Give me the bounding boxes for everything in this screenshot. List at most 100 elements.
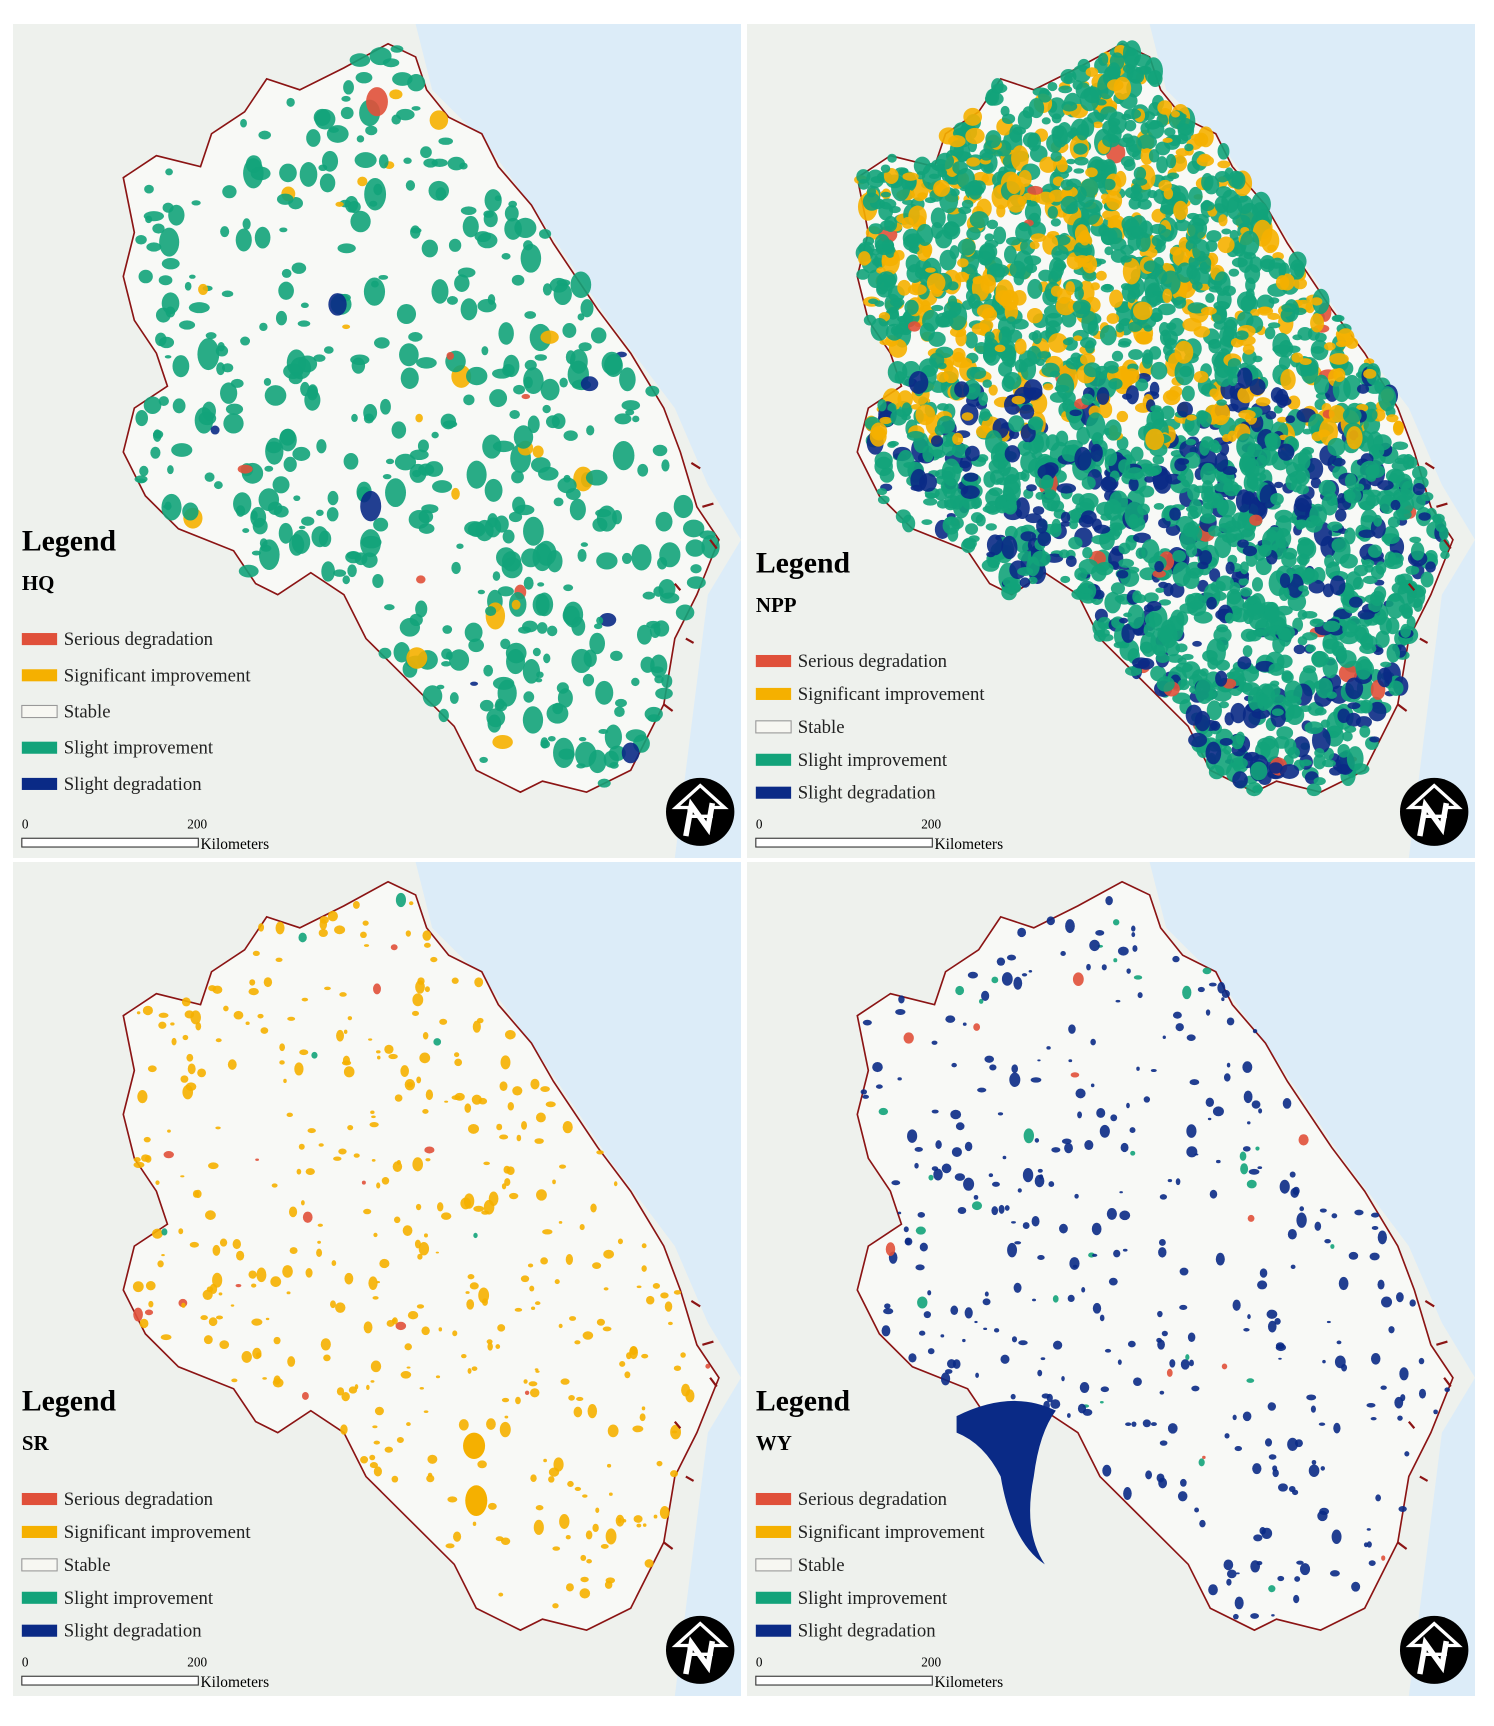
change-patch xyxy=(1328,405,1346,423)
scale-start: 0 xyxy=(756,816,763,831)
change-patch xyxy=(1289,259,1306,280)
change-patch xyxy=(223,1005,229,1012)
change-patch xyxy=(1143,260,1159,273)
change-patch xyxy=(1237,386,1255,404)
change-patch xyxy=(257,1013,264,1019)
change-patch xyxy=(507,1101,514,1111)
change-patch xyxy=(326,507,339,522)
change-patch xyxy=(659,1506,670,1519)
change-patch xyxy=(360,931,367,939)
change-patch xyxy=(1092,1253,1098,1257)
change-patch xyxy=(377,1055,381,1060)
change-patch xyxy=(1056,483,1077,494)
change-patch xyxy=(964,1141,973,1152)
change-patch xyxy=(608,745,626,761)
change-patch xyxy=(1002,371,1022,390)
change-patch xyxy=(504,217,522,240)
change-patch xyxy=(1425,561,1436,573)
change-patch xyxy=(222,363,234,373)
change-patch xyxy=(373,517,389,532)
change-patch xyxy=(372,1296,379,1300)
change-patch xyxy=(423,1233,428,1238)
change-patch xyxy=(1015,222,1032,243)
change-patch xyxy=(1206,596,1217,610)
change-patch xyxy=(1062,398,1075,413)
change-patch xyxy=(1217,414,1228,421)
change-patch xyxy=(928,173,940,179)
change-patch xyxy=(661,674,673,689)
change-patch xyxy=(1154,561,1164,573)
change-patch xyxy=(1310,477,1322,489)
change-patch xyxy=(1311,618,1322,624)
change-patch xyxy=(369,1121,379,1128)
change-patch xyxy=(263,977,273,988)
change-patch xyxy=(1294,494,1312,512)
change-patch xyxy=(947,527,959,542)
change-patch xyxy=(191,200,201,206)
change-patch xyxy=(460,206,477,215)
legend-label: Stable xyxy=(64,702,111,723)
change-patch xyxy=(629,1346,638,1355)
change-patch xyxy=(644,1559,654,1568)
change-patch xyxy=(1280,369,1296,391)
change-patch xyxy=(1030,233,1046,243)
change-patch xyxy=(1327,437,1346,457)
change-patch xyxy=(523,576,534,590)
change-patch xyxy=(476,1017,484,1024)
change-patch xyxy=(498,322,514,345)
change-patch xyxy=(1122,393,1133,400)
scale-bar xyxy=(755,1675,933,1686)
change-patch xyxy=(1246,1179,1257,1189)
change-patch xyxy=(327,910,338,922)
change-patch xyxy=(161,1253,165,1257)
change-patch xyxy=(1165,153,1177,169)
change-patch xyxy=(1031,550,1051,567)
legend-label: Significant improvement xyxy=(798,1522,986,1543)
change-patch xyxy=(1191,1385,1200,1392)
change-patch xyxy=(1392,441,1409,450)
change-patch xyxy=(1040,1357,1046,1361)
change-patch xyxy=(1342,407,1362,424)
change-patch xyxy=(874,451,893,469)
change-patch xyxy=(945,1015,956,1023)
change-patch xyxy=(316,439,327,454)
change-patch xyxy=(1085,167,1098,178)
change-patch xyxy=(660,1292,669,1299)
change-patch xyxy=(1194,678,1214,705)
change-patch xyxy=(190,1010,201,1025)
change-patch xyxy=(133,1161,145,1169)
change-patch xyxy=(1412,483,1426,496)
change-patch xyxy=(1129,1127,1136,1134)
change-patch xyxy=(923,1311,931,1319)
change-patch xyxy=(1332,376,1351,403)
change-patch xyxy=(1127,1340,1136,1348)
change-patch xyxy=(1011,318,1029,330)
change-patch xyxy=(1050,218,1061,227)
change-patch xyxy=(582,673,595,687)
change-patch xyxy=(504,1178,511,1187)
change-patch xyxy=(406,647,428,669)
change-patch xyxy=(512,1086,523,1096)
change-patch xyxy=(1069,520,1079,530)
change-patch xyxy=(1239,561,1249,575)
change-patch xyxy=(1095,258,1107,265)
change-patch xyxy=(903,1226,909,1233)
change-patch xyxy=(1355,656,1372,680)
change-patch xyxy=(448,238,462,252)
change-patch xyxy=(202,401,216,421)
legend-swatch xyxy=(21,1525,58,1538)
change-patch xyxy=(252,950,260,957)
change-patch xyxy=(1133,975,1143,980)
change-patch xyxy=(1245,629,1262,642)
change-patch xyxy=(1169,246,1182,256)
change-patch xyxy=(1377,1279,1385,1290)
change-patch xyxy=(1226,196,1243,220)
change-patch xyxy=(522,620,538,633)
change-patch xyxy=(305,1268,313,1278)
change-patch xyxy=(922,309,940,332)
change-patch xyxy=(390,45,404,53)
change-patch xyxy=(484,478,503,502)
change-patch xyxy=(393,642,410,663)
change-patch xyxy=(355,71,373,84)
